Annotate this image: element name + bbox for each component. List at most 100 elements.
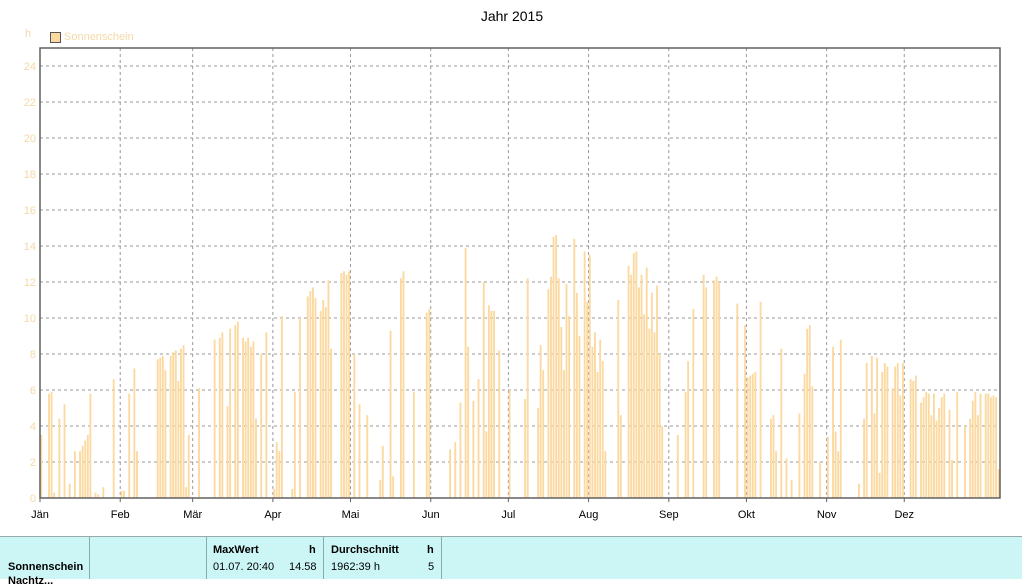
bar [995, 397, 997, 498]
bar [164, 370, 167, 498]
bar [938, 408, 941, 498]
bar [392, 476, 395, 498]
bar [901, 363, 904, 498]
bar [632, 253, 635, 498]
bar [428, 309, 431, 498]
bar [112, 379, 115, 498]
bar [221, 332, 224, 498]
bar [568, 316, 571, 498]
stats-cell-avg [323, 537, 442, 579]
bar [454, 442, 457, 498]
bar [291, 489, 294, 498]
stats-next-row-label: Nachtz... [8, 575, 54, 587]
bar [249, 346, 252, 498]
bar [185, 487, 188, 498]
bar [161, 355, 164, 498]
bar [661, 426, 664, 498]
bar [772, 415, 775, 498]
y-tick-label: 12 [24, 277, 36, 289]
bar [676, 435, 679, 498]
bar [324, 307, 327, 498]
bar [977, 415, 979, 498]
bar [692, 309, 695, 498]
bar [40, 435, 43, 498]
bar [319, 310, 322, 498]
bar [79, 451, 81, 498]
bar [557, 278, 560, 498]
bar [182, 345, 185, 498]
y-tick-label: 0 [30, 493, 36, 505]
bar [123, 490, 125, 498]
max-value: 14.58 [289, 561, 317, 573]
bar [863, 418, 866, 498]
bar [128, 393, 131, 498]
bar [89, 393, 92, 498]
bar [560, 327, 563, 498]
max-header: MaxWert [213, 544, 259, 556]
bar [255, 418, 257, 498]
bar [876, 357, 878, 498]
bar [878, 472, 881, 498]
y-tick-label: 20 [24, 133, 36, 145]
bar [912, 381, 915, 498]
bar [627, 265, 630, 498]
bar [922, 397, 925, 498]
bar [120, 490, 123, 498]
bar [526, 278, 529, 498]
x-tick-label: Mai [342, 509, 360, 521]
bar [299, 318, 301, 498]
bar [48, 393, 50, 498]
bar [736, 303, 739, 498]
bar [309, 291, 312, 498]
y-tick-label: 4 [30, 421, 36, 433]
bar [177, 381, 180, 498]
bar [687, 361, 690, 498]
bar [133, 368, 136, 498]
bar [477, 379, 480, 498]
bar [951, 460, 953, 498]
bar [780, 348, 783, 498]
bar [278, 451, 281, 498]
bar [213, 339, 216, 498]
y-tick-label: 22 [24, 97, 36, 109]
stats-cell-max [206, 537, 324, 579]
bar [586, 301, 589, 498]
bar [565, 283, 568, 498]
stats-cell-empty [89, 537, 207, 579]
bar [343, 271, 345, 498]
x-tick-label: Apr [264, 509, 281, 521]
bar [705, 287, 708, 498]
bar [330, 348, 332, 498]
bar [464, 247, 467, 498]
bar [617, 300, 620, 498]
bar [485, 431, 488, 498]
bar [974, 391, 977, 498]
bar [187, 435, 190, 498]
bar [713, 280, 715, 498]
y-tick-label: 8 [30, 349, 36, 361]
y-tick-label: 10 [24, 313, 36, 325]
bar [94, 492, 97, 498]
bar [653, 332, 656, 498]
bar [578, 336, 581, 498]
bar [744, 325, 746, 498]
bar [832, 346, 834, 498]
bar [482, 282, 485, 498]
bar [169, 355, 172, 498]
bar [563, 370, 565, 498]
bar [638, 287, 640, 498]
bar [498, 350, 501, 498]
bar [648, 328, 651, 498]
bar [539, 345, 542, 498]
bar [920, 402, 922, 498]
bar [50, 391, 53, 498]
bar [425, 312, 428, 498]
y-tick-label: 24 [24, 61, 36, 73]
bar [508, 390, 511, 498]
bar [226, 406, 229, 498]
bar [658, 354, 661, 498]
bar [839, 339, 842, 498]
gridlines [40, 48, 1000, 498]
avg-value: 5 [428, 561, 435, 573]
